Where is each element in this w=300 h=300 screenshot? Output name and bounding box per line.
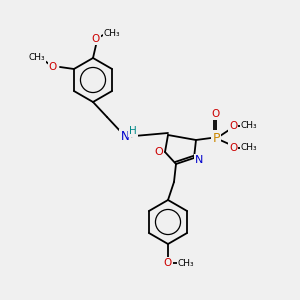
Text: O: O [164, 258, 172, 268]
Text: CH₃: CH₃ [241, 143, 257, 152]
Text: O: O [92, 34, 100, 44]
Text: CH₃: CH₃ [104, 28, 120, 38]
Text: H: H [129, 126, 137, 136]
Text: N: N [121, 130, 129, 143]
Text: O: O [49, 62, 57, 72]
Text: CH₃: CH₃ [28, 53, 45, 62]
Text: CH₃: CH₃ [241, 122, 257, 130]
Text: O: O [154, 147, 164, 157]
Text: CH₃: CH₃ [178, 259, 194, 268]
Text: O: O [229, 121, 237, 131]
Text: N: N [195, 155, 203, 165]
Text: O: O [212, 109, 220, 119]
Text: O: O [229, 143, 237, 153]
Text: P: P [212, 131, 220, 145]
